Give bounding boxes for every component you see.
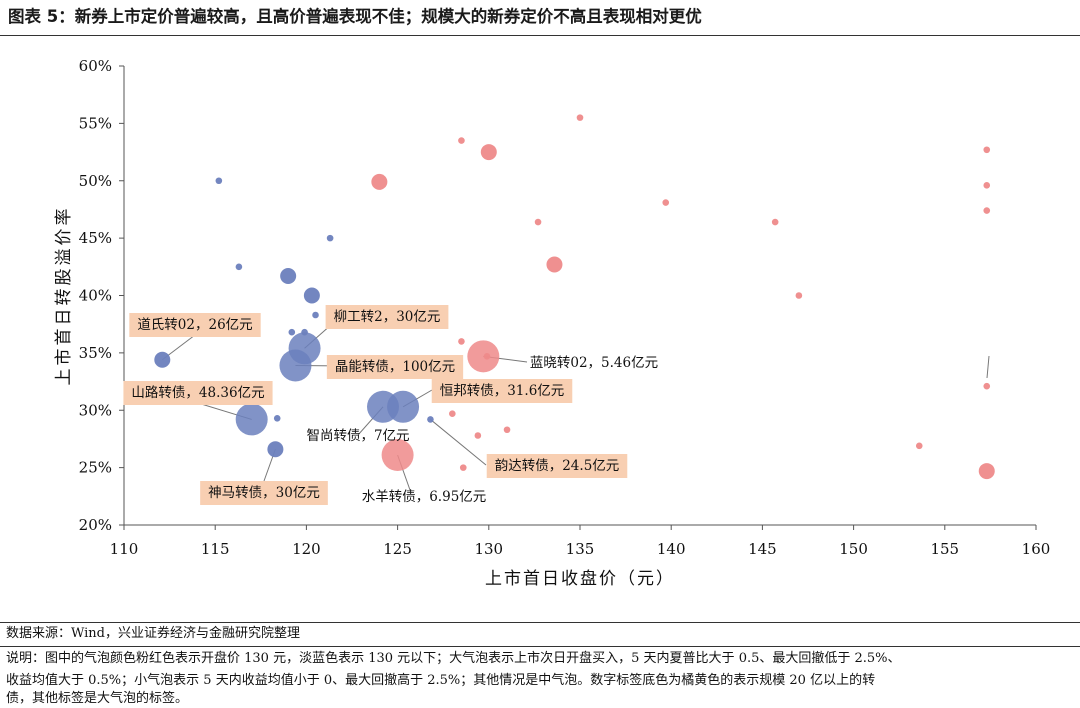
bubble-point — [459, 464, 467, 471]
bubble-point — [467, 340, 500, 373]
data-label-bg — [431, 379, 573, 403]
data-label-bg — [325, 305, 449, 329]
x-tick-label: 115 — [201, 540, 230, 558]
bubble-point — [978, 463, 995, 480]
data-label: 智尚转债，7亿元 — [306, 428, 409, 444]
bubble-point — [235, 403, 268, 436]
bubble-point — [303, 287, 320, 304]
data-label: 韵达转债，24.5亿元 — [486, 454, 628, 478]
data-label-text: 柳工转2，30亿元 — [334, 309, 441, 325]
bubble-point — [480, 144, 497, 161]
bubble-point — [371, 173, 388, 190]
bubble-point — [280, 267, 297, 284]
bubble-point — [983, 182, 991, 189]
bubble-point — [387, 390, 420, 423]
data-label-text: 道氏转02，26亿元 — [137, 317, 252, 333]
x-tick-label: 160 — [1022, 540, 1051, 558]
x-tick-label: 120 — [292, 540, 321, 558]
x-tick-label: 110 — [110, 540, 139, 558]
bubble-point — [267, 441, 284, 458]
data-label: 道氏转02，26亿元 — [129, 313, 261, 337]
note-line-3: 债，其他标签是大气泡的标签。 — [6, 691, 189, 706]
title-rule — [0, 35, 1080, 36]
data-label-bg — [123, 381, 273, 405]
bubble-point — [235, 263, 243, 271]
chart-title: 图表 5：新券上市定价普遍较高，且高价普遍表现不佳；规模大的新券定价不高且表现相… — [8, 7, 702, 26]
bubble-point — [381, 439, 414, 472]
data-label: 柳工转2，30亿元 — [325, 305, 449, 329]
note-line-1: 说明：图中的气泡颜色粉红色表示开盘价 130 元，淡蓝色表示 130 元以下；大… — [6, 651, 901, 666]
y-axis-title: 上市首日转股溢价率 — [54, 206, 74, 386]
data-label-text: 恒邦转债，31.6亿元 — [440, 383, 565, 399]
data-label-bg — [129, 313, 261, 337]
y-tick-label: 50% — [79, 172, 112, 190]
bubble-point — [983, 207, 991, 214]
bubble-point — [301, 328, 308, 336]
data-label: 山路转债，48.36亿元 — [123, 381, 273, 405]
x-tick-label: 130 — [474, 540, 503, 558]
x-tick-label: 145 — [748, 540, 777, 558]
bubble-point — [279, 349, 312, 382]
leader-line — [986, 355, 990, 379]
source-text: 数据来源：Wind，兴业证券经济与金融研究院整理 — [6, 626, 300, 641]
data-label-text: 韵达转债，24.5亿元 — [495, 458, 620, 474]
bubble-point — [546, 256, 563, 273]
bubble-point — [483, 353, 491, 360]
bubble-chart: 20% 25% 30% 35% 40% 45% 50% 55% 60% 110 115 120 125 1… — [54, 57, 1051, 589]
bubble-point — [474, 432, 482, 439]
bubble-point — [154, 351, 171, 368]
y-tick-label: 25% — [79, 459, 112, 477]
x-tick-label: 125 — [383, 540, 412, 558]
data-label-text: 山路转债，48.36亿元 — [131, 385, 264, 401]
data-label-text: 水羊转债，6.95亿元 — [362, 489, 487, 505]
x-tick-label: 150 — [839, 540, 868, 558]
data-label-text: 神马转债，30亿元 — [208, 485, 320, 501]
bubble-point — [983, 146, 991, 154]
y-tick-label: 35% — [79, 344, 112, 362]
data-label-bg — [486, 454, 628, 478]
bubble-point — [326, 234, 334, 242]
data-label-bg — [200, 481, 328, 505]
note-line-2: 收益均值大于 0.5%；小气泡表示 5 天内收益均值小于 0、最大回撤高于 2.… — [6, 673, 876, 688]
data-label: 神马转债，30亿元 — [200, 481, 328, 505]
leader-line — [430, 419, 487, 466]
bubble-point — [273, 414, 281, 422]
footer-rule — [0, 622, 1080, 623]
bubble-point — [427, 416, 434, 423]
bubble-point — [771, 218, 779, 226]
x-tick-label: 140 — [657, 540, 686, 558]
bubble-point — [662, 199, 670, 206]
y-tick-label: 60% — [79, 57, 112, 75]
data-label: 水羊转债，6.95亿元 — [362, 489, 487, 505]
bubble-point — [458, 338, 465, 345]
y-tick-label: 55% — [79, 114, 112, 132]
bubble-point — [503, 426, 511, 434]
data-label-text: 蓝晓转02，5.46亿元 — [530, 355, 658, 371]
y-tick-label: 20% — [79, 516, 112, 534]
bubble-point — [915, 442, 923, 450]
data-label: 晶能转债，100亿元 — [326, 355, 464, 379]
source-rule — [0, 646, 1080, 647]
x-tick-label: 155 — [930, 540, 959, 558]
bubble-point — [288, 328, 296, 336]
y-tick-label: 45% — [79, 229, 112, 247]
bubble-point — [795, 292, 803, 299]
data-label-text: 晶能转债，100亿元 — [335, 359, 455, 375]
bubble-point — [983, 382, 991, 390]
x-axis-title: 上市首日收盘价（元） — [485, 569, 675, 589]
bubble-point — [534, 218, 542, 226]
y-tick-label: 40% — [79, 287, 112, 305]
data-label-bg — [326, 355, 464, 379]
bubble-point — [449, 410, 456, 417]
y-tick-label: 30% — [79, 401, 112, 419]
x-tick-label: 135 — [566, 540, 595, 558]
data-label: 蓝晓转02，5.46亿元 — [530, 355, 658, 371]
data-label: 恒邦转债，31.6亿元 — [431, 379, 573, 403]
bubble-point — [458, 137, 465, 144]
bubble-point — [215, 177, 223, 185]
bubble-point — [576, 114, 584, 121]
bubble-point — [312, 311, 319, 319]
data-label-text: 智尚转债，7亿元 — [306, 428, 409, 444]
